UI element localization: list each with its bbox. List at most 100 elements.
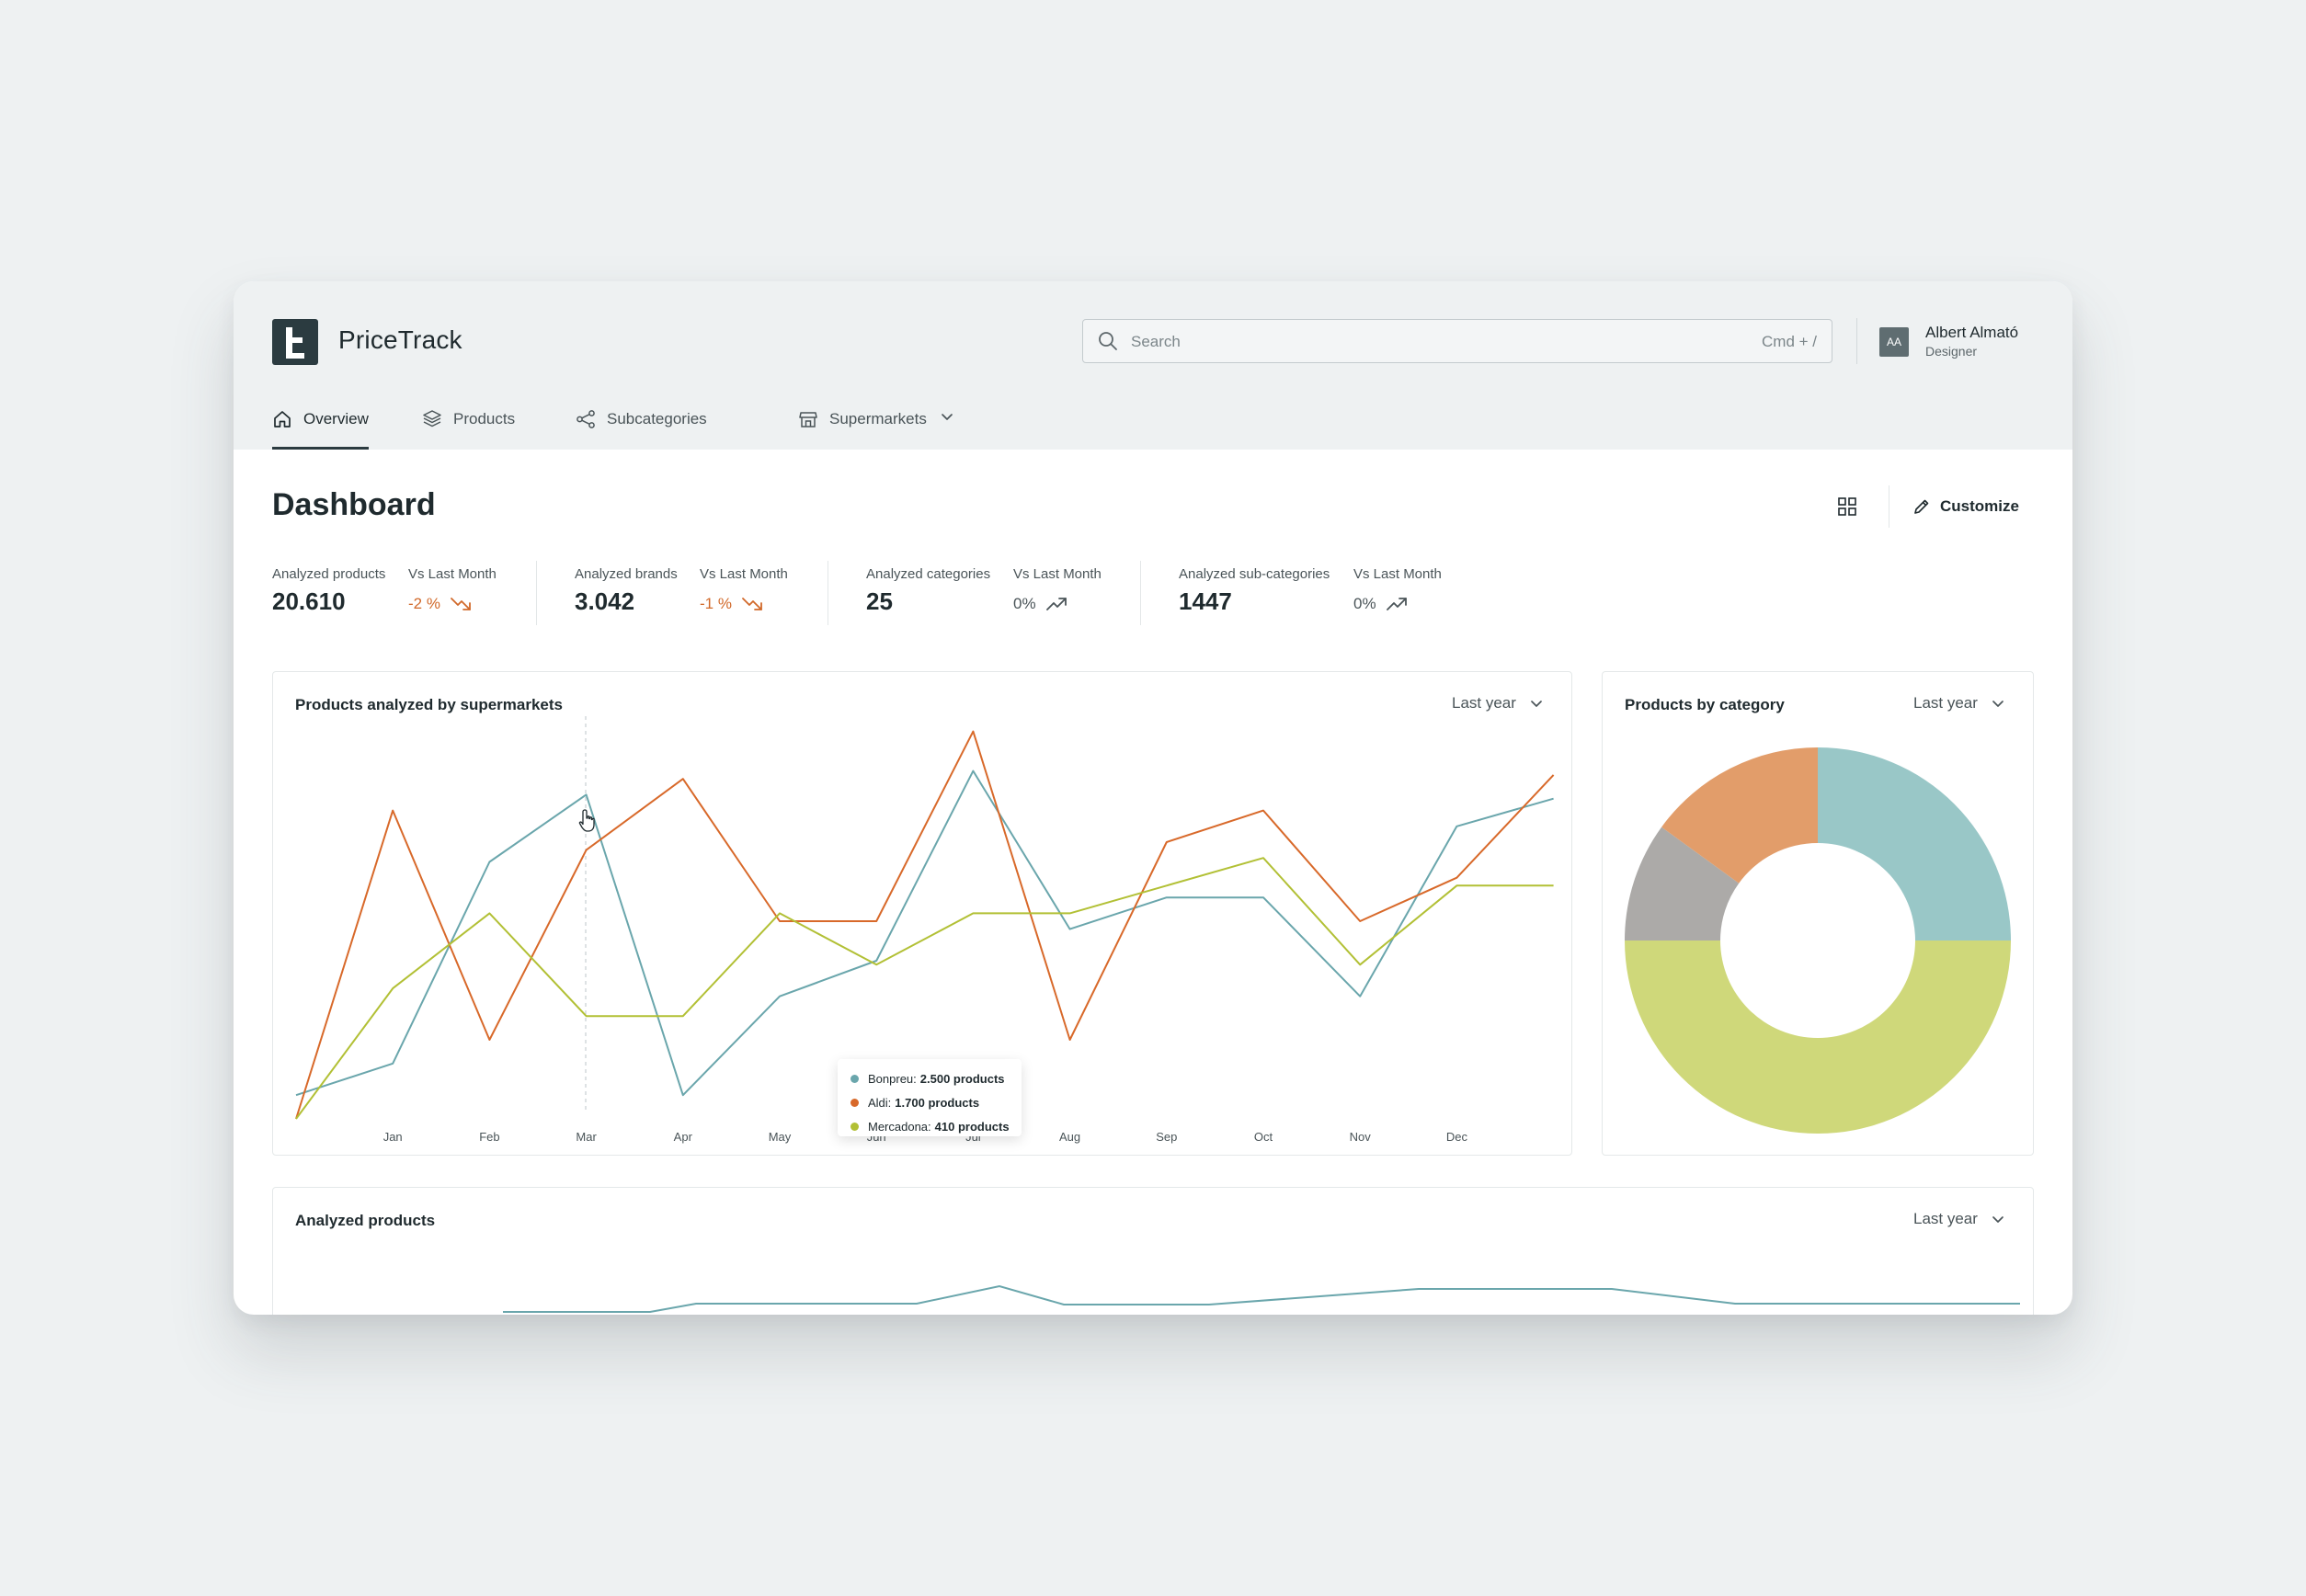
stat-delta-label: Vs Last Month <box>408 566 497 582</box>
customize-label: Customize <box>1940 497 2019 515</box>
trend-up-icon <box>1386 598 1407 610</box>
stat-delta-value: -1 % <box>700 595 732 612</box>
search-shortcut: Cmd + / <box>1762 333 1817 350</box>
stat-products-delta: Vs Last Month -2 % <box>408 566 497 613</box>
stat-label: Analyzed brands <box>575 566 678 582</box>
chevron-down-icon <box>1992 701 2003 707</box>
stat-subcategories: Analyzed sub-categories 1447 <box>1179 566 1330 616</box>
tooltip-row: Bonpreu: 2.500 products <box>850 1072 1005 1086</box>
app-window: PriceTrack Cmd + / AA Albert Almató Desi… <box>234 281 2072 1315</box>
hand-cursor-icon <box>578 809 595 832</box>
line-chart[interactable]: Jan Feb Mar Apr May Jun Jul Aug Sep Oct Nov Dec <box>273 672 1573 1157</box>
stat-brands-delta: Vs Last Month -1 % <box>700 566 788 613</box>
stat-label: Analyzed products <box>272 566 386 582</box>
grid-icon <box>1838 497 1856 516</box>
store-icon <box>799 412 817 428</box>
header-divider <box>1856 318 1857 364</box>
period-select[interactable]: Last year <box>1913 1210 2005 1228</box>
tab-overview[interactable]: Overview <box>272 410 369 450</box>
top-bar: PriceTrack Cmd + / AA Albert Almató Desi… <box>234 281 2072 450</box>
category-chart-card: Products by category Last year <box>1602 671 2034 1156</box>
tab-supermarkets-label: Supermarkets <box>829 410 927 428</box>
tooltip-series-name: Bonpreu: <box>868 1072 917 1086</box>
customize-button[interactable]: Customize <box>1912 495 2019 519</box>
tooltip-series-value: 2.500 products <box>919 1072 1005 1086</box>
x-tick-label: Mar <box>576 1130 597 1144</box>
stat-products: Analyzed products 20.610 <box>272 566 385 616</box>
tooltip-series-value: 1.700 products <box>895 1096 980 1110</box>
trend-down-icon <box>451 598 471 610</box>
page-title: Dashboard <box>272 487 436 522</box>
tooltip-series-name: Aldi: <box>868 1096 892 1110</box>
tab-supermarkets[interactable]: Supermarkets <box>798 410 954 450</box>
donut-chart[interactable] <box>1603 672 2035 1157</box>
donut-slice[interactable] <box>1625 940 2011 1134</box>
series-dot <box>850 1123 859 1131</box>
app-name: PriceTrack <box>338 325 462 354</box>
donut-slice[interactable] <box>1818 747 2011 940</box>
logo[interactable] <box>272 319 318 365</box>
chart-tooltip: Bonpreu: 2.500 products Aldi: 1.700 prod… <box>838 1059 1022 1136</box>
series-line-mercadona[interactable] <box>295 857 1554 1120</box>
x-tick-label: Sep <box>1156 1130 1177 1144</box>
stat-label: Analyzed categories <box>866 566 991 582</box>
x-tick-label: Apr <box>674 1130 693 1144</box>
logo-icon <box>286 327 304 359</box>
card-title: Products by category <box>1625 696 1785 713</box>
chevron-down-icon <box>941 414 953 420</box>
stat-value: 25 <box>866 587 893 615</box>
tab-subcategories[interactable]: Subcategories <box>576 410 707 450</box>
donut-slice[interactable] <box>1625 826 1740 940</box>
tooltip-row: Mercadona: 410 products <box>850 1120 1010 1134</box>
stat-delta: -2 % <box>408 595 497 613</box>
stat-value: 3.042 <box>575 587 635 615</box>
period-label: Last year <box>1913 694 1978 712</box>
tab-products-label: Products <box>453 410 516 428</box>
trend-up-icon <box>1045 598 1067 610</box>
series-dot <box>850 1099 859 1107</box>
period-label: Last year <box>1452 694 1516 712</box>
stat-delta-value: 0% <box>1353 595 1376 612</box>
chevron-down-icon <box>1531 701 1542 707</box>
search-input[interactable] <box>1129 327 1684 357</box>
x-tick-label: Aug <box>1059 1130 1080 1144</box>
tab-subcategories-label: Subcategories <box>607 410 707 428</box>
home-icon <box>274 411 291 428</box>
trend-down-icon <box>742 598 762 610</box>
stat-delta-value: -2 % <box>408 595 440 612</box>
layout-toggle-button[interactable] <box>1835 495 1859 519</box>
tooltip-row: Aldi: 1.700 products <box>850 1096 979 1110</box>
tab-overview-label: Overview <box>303 410 369 428</box>
stat-divider <box>1140 561 1141 625</box>
avatar[interactable]: AA <box>1879 327 1909 357</box>
user-name[interactable]: Albert Almató <box>1925 324 2019 341</box>
stat-subcategories-delta: Vs Last Month 0% <box>1353 566 1442 613</box>
x-tick-label: Jan <box>383 1130 403 1144</box>
x-tick-label: May <box>769 1130 792 1144</box>
search-box[interactable]: Cmd + / <box>1082 319 1832 363</box>
share-icon <box>576 410 595 428</box>
stat-label: Analyzed sub-categories <box>1179 566 1330 582</box>
series-line-aldi[interactable] <box>295 730 1555 1120</box>
stat-value: 20.610 <box>272 587 346 615</box>
stat-value: 1447 <box>1179 587 1232 615</box>
stat-brands: Analyzed brands 3.042 <box>575 566 678 616</box>
chevron-down-icon <box>1992 1216 2003 1223</box>
box-icon <box>423 410 441 428</box>
period-select[interactable]: Last year <box>1452 694 1544 712</box>
tooltip-series-name: Mercadona: <box>868 1120 931 1134</box>
x-tick-label: Feb <box>479 1130 499 1144</box>
analyzed-products-card: Analyzed products Last year <box>272 1187 2034 1315</box>
series-dot <box>850 1075 859 1083</box>
tab-products[interactable]: Products <box>422 410 515 450</box>
analyzed-products-chart[interactable] <box>273 1188 2035 1315</box>
x-tick-label: Oct <box>1254 1130 1273 1144</box>
card-title: Products analyzed by supermarkets <box>295 696 564 713</box>
stat-delta-label: Vs Last Month <box>1013 566 1102 582</box>
series-line-bonpreu[interactable] <box>295 770 1554 1097</box>
donut-slice[interactable] <box>1661 747 1818 884</box>
stat-categories-delta: Vs Last Month 0% <box>1013 566 1102 613</box>
user-role: Designer <box>1925 344 1978 359</box>
card-title: Analyzed products <box>295 1212 436 1229</box>
period-select[interactable]: Last year <box>1913 694 2005 712</box>
